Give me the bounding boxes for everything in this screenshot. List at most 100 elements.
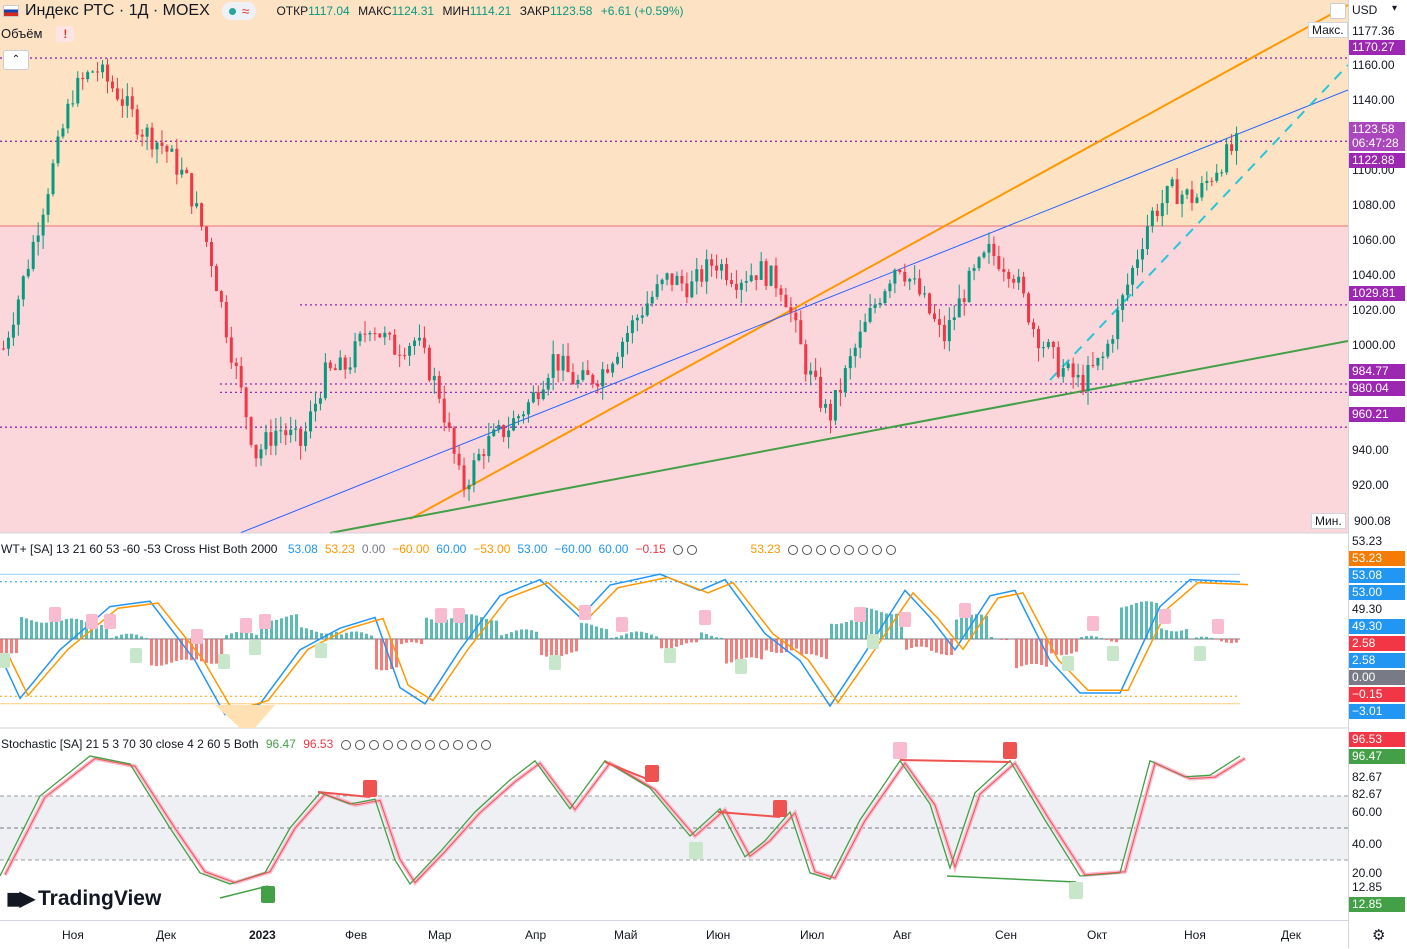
divergence-line (900, 760, 1010, 762)
stoch-d-value: 96.53 (303, 737, 333, 751)
wt-hist-bar (205, 639, 208, 663)
candle-body (418, 338, 421, 341)
wt-hist-bar (450, 618, 453, 639)
wt-hist-bar (1025, 639, 1028, 665)
candle-body (61, 128, 64, 136)
stoch-signal-marker (1069, 882, 1083, 899)
candle-body (398, 355, 401, 356)
stoch-legend[interactable]: Stochastic [SA] 21 5 3 70 30 close 4 2 6… (1, 737, 491, 751)
expand-icon[interactable] (1330, 3, 1346, 19)
wt-hist-bar (1085, 636, 1088, 639)
price-tag: 1122.88 (1349, 153, 1405, 168)
wt-axis-tag: 53.23 (1349, 551, 1405, 566)
tradingview-watermark[interactable]: ◼▶ TradingView (6, 886, 161, 911)
candle-body (413, 341, 416, 347)
wt-legend-value: 53.23 (325, 542, 355, 556)
candle-body (1077, 375, 1080, 377)
candle-body (517, 416, 520, 418)
candle-body (314, 404, 317, 412)
candle-body (339, 357, 342, 370)
wt-legend-value: 60.00 (598, 542, 628, 556)
candle-body (393, 335, 396, 355)
candle-body (874, 305, 877, 308)
wt-hist-bar (235, 632, 238, 639)
candle-body (1230, 144, 1233, 151)
candle-body (438, 376, 441, 399)
wt-hist-bar (280, 618, 283, 639)
wt-hist-bar (1160, 628, 1163, 639)
candle-body (834, 390, 837, 421)
collapse-legend-button[interactable]: ⌃ (3, 50, 29, 70)
candle-body (91, 71, 94, 72)
time-tick: Фев (345, 928, 367, 942)
wt-hist-bar (525, 629, 528, 639)
currency-selector[interactable]: USD (1352, 3, 1377, 17)
candle-body (274, 431, 277, 446)
wt-hist-bar (645, 633, 648, 639)
chevron-down-icon[interactable]: ▾ (1392, 3, 1397, 14)
wt-hist-bar (660, 639, 663, 648)
wt-hist-bar (590, 625, 593, 639)
wt-hist-bar (70, 618, 73, 639)
wt-hist-bar (940, 639, 943, 654)
time-tick: Сен (995, 928, 1017, 942)
candle-body (755, 275, 758, 280)
wt-signal-marker (1159, 609, 1171, 624)
candle-body (448, 422, 451, 427)
candle-body (651, 297, 654, 304)
wt-hist-bar (710, 636, 713, 639)
wt-hist-bar (1030, 639, 1033, 664)
wt-hist-bar (1200, 637, 1203, 639)
wt-axis-tag: −0.15 (1349, 687, 1405, 702)
wt-hist-bar (805, 639, 808, 654)
stoch-signal-marker (773, 800, 787, 817)
wt-hist-bar (130, 634, 133, 639)
wt-hist-bar (225, 635, 228, 639)
candle-body (1171, 179, 1174, 186)
candle-body (760, 261, 763, 280)
price-tag: 1170.27 (1349, 40, 1405, 55)
wt-hist-bar (290, 615, 293, 639)
price-tick: 1160.00 (1352, 58, 1404, 72)
wt-hist-bar (1060, 639, 1063, 655)
candle-body (190, 173, 193, 206)
wt-hist-bar (700, 632, 703, 639)
wt-hist-bar (1065, 639, 1068, 655)
candle-body (522, 414, 525, 416)
wt-signal-marker (664, 648, 676, 663)
candle-body (81, 78, 84, 79)
wt-hist-bar (535, 632, 538, 639)
candle-body (497, 425, 500, 429)
candle-body (562, 356, 565, 371)
wt-legend[interactable]: WT+ [SA] 13 21 60 53 -60 -53 Cross Hist … (1, 542, 896, 556)
candle-body (542, 390, 545, 400)
wt-hist-bar (930, 639, 933, 651)
wt-hist-bar (490, 620, 493, 639)
wt-circle-icon (886, 545, 896, 555)
candle-body (789, 307, 792, 312)
wt-hist-bar (1105, 639, 1108, 640)
volume-legend[interactable]: Объём! (1, 26, 74, 42)
wt-hist-bar (1150, 602, 1153, 639)
wt-axis-tag: 53.00 (1349, 585, 1405, 600)
stoch-circle-icon (369, 740, 379, 750)
candle-body (1190, 190, 1193, 203)
wt-hist-bar (1005, 639, 1008, 640)
candle-body (1126, 285, 1129, 296)
status-pill[interactable]: ≈ (222, 2, 257, 20)
stoch-circle-icon (425, 740, 435, 750)
wt-hist-bar (625, 634, 628, 639)
stoch-signal-marker (261, 886, 275, 903)
symbol-title[interactable]: Индекс РТС · 1Д · MOEX (25, 2, 210, 20)
wt-hist-bar (215, 639, 218, 664)
settings-gear-icon[interactable]: ⚙ (1372, 926, 1385, 944)
volume-alert-icon[interactable]: ! (56, 26, 74, 42)
wt-hist-bar (1130, 605, 1133, 639)
chart-canvas[interactable] (0, 0, 1348, 948)
candle-body (992, 244, 995, 256)
candle-body (1057, 347, 1060, 377)
candle-body (765, 261, 768, 286)
candle-body (700, 269, 703, 281)
time-axis[interactable] (0, 920, 1348, 949)
candle-body (319, 398, 322, 404)
